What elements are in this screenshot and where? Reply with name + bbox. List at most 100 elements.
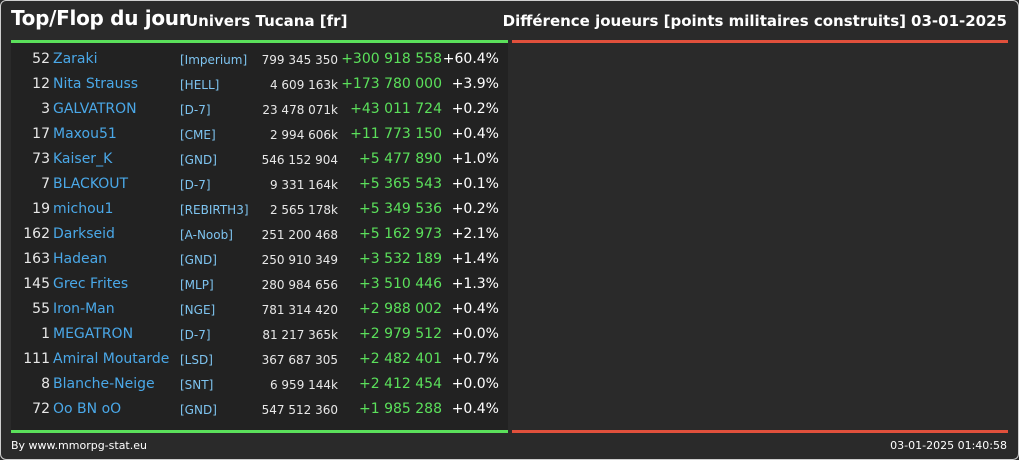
player-points: 250 910 349 xyxy=(261,253,338,267)
player-row: 55 Iron-Man [NGE] 781 314 420 +2 988 002 +0.4… xyxy=(11,298,508,323)
percent-change: +0.2% xyxy=(451,201,499,217)
points-difference: +43 011 724 xyxy=(350,101,442,117)
generated-timestamp: 03-01-2025 01:40:58 xyxy=(890,439,1007,452)
percent-change: +0.0% xyxy=(451,376,499,392)
player-rank: 1 xyxy=(41,326,50,342)
player-name-link[interactable]: Oo BN oO xyxy=(53,401,122,417)
alliance-tag[interactable]: [GND] xyxy=(180,403,217,417)
player-rank: 73 xyxy=(32,151,50,167)
ranking-subtitle: Différence joueurs [points militaires co… xyxy=(502,12,906,30)
points-difference: +300 918 558 xyxy=(341,51,442,67)
header-date: 03-01-2025 xyxy=(911,12,1007,30)
player-row: 19 michou1 [REBIRTH3] 2 565 178k +5 349 536 +… xyxy=(11,198,508,223)
player-name-link[interactable]: BLACKOUT xyxy=(53,176,129,192)
alliance-tag[interactable]: [D-7] xyxy=(180,328,211,342)
points-difference: +11 773 150 xyxy=(350,126,442,142)
percent-change: +60.4% xyxy=(442,51,499,67)
alliance-tag[interactable]: [D-7] xyxy=(180,103,211,117)
player-points: 2 565 178k xyxy=(269,203,338,217)
top-players-list: 52 Zaraki [Imperium] 799 345 350 +300 918 55… xyxy=(11,48,508,423)
alliance-tag[interactable]: [HELL] xyxy=(180,78,220,92)
alliance-tag[interactable]: [GND] xyxy=(180,253,217,267)
player-rank: 52 xyxy=(32,51,50,67)
player-name-link[interactable]: Iron-Man xyxy=(53,301,115,317)
percent-change: +0.2% xyxy=(451,101,499,117)
universe-label: Univers Tucana [fr] xyxy=(186,12,348,30)
player-name-link[interactable]: Maxou51 xyxy=(53,126,117,142)
top-bar-lower xyxy=(11,430,508,433)
top-panel xyxy=(11,40,508,432)
player-points: 81 217 365k xyxy=(262,328,338,342)
player-name-link[interactable]: Grec Frites xyxy=(53,276,129,292)
percent-change: +0.0% xyxy=(451,326,499,342)
player-rank: 7 xyxy=(41,176,50,192)
points-difference: +3 510 446 xyxy=(359,276,442,292)
player-points: 251 200 468 xyxy=(261,228,338,242)
percent-change: +0.4% xyxy=(451,126,499,142)
alliance-tag[interactable]: [SNT] xyxy=(180,378,214,392)
top-bar-upper xyxy=(11,40,508,43)
player-row: 111 Amiral Moutarde [LSD] 367 687 305 +2 482… xyxy=(11,348,508,373)
player-rank: 17 xyxy=(32,126,50,142)
alliance-tag[interactable]: [NGE] xyxy=(180,303,216,317)
player-points: 9 331 164k xyxy=(269,178,338,192)
points-difference: +173 780 000 xyxy=(341,76,442,92)
points-difference: +1 985 288 xyxy=(359,401,442,417)
player-rank: 3 xyxy=(41,101,50,117)
percent-change: +2.1% xyxy=(451,226,499,242)
percent-change: +1.0% xyxy=(451,151,499,167)
player-points: 4 609 163k xyxy=(269,78,338,92)
player-rank: 19 xyxy=(32,201,50,217)
flop-bar-upper xyxy=(512,40,1008,43)
player-name-link[interactable]: Kaiser_K xyxy=(53,151,113,167)
header: Top/Flop du jour Univers Tucana [fr] Dif… xyxy=(0,0,1019,40)
alliance-tag[interactable]: [Imperium] xyxy=(180,53,248,67)
alliance-tag[interactable]: [LSD] xyxy=(180,353,213,367)
player-row: 162 Darkseid [A-Noob] 251 200 468 +5 162 973… xyxy=(11,223,508,248)
player-points: 280 984 656 xyxy=(261,278,338,292)
points-difference: +5 162 973 xyxy=(359,226,442,242)
points-difference: +2 988 002 xyxy=(359,301,442,317)
alliance-tag[interactable]: [REBIRTH3] xyxy=(180,203,249,217)
player-name-link[interactable]: MEGATRON xyxy=(53,326,134,342)
player-points: 6 959 144k xyxy=(269,378,338,392)
player-rank: 12 xyxy=(32,76,50,92)
percent-change: +1.3% xyxy=(451,276,499,292)
player-row: 163 Hadean [GND] 250 910 349 +3 532 189 +1.4% xyxy=(11,248,508,273)
alliance-tag[interactable]: [A-Noob] xyxy=(180,228,233,242)
player-row: 12 Nita Strauss [HELL] 4 609 163k +173 780 0… xyxy=(11,73,508,98)
player-name-link[interactable]: Zaraki xyxy=(53,51,98,67)
player-points: 799 345 350 xyxy=(261,53,338,67)
player-name-link[interactable]: Blanche-Neige xyxy=(53,376,155,392)
points-difference: +5 349 536 xyxy=(359,201,442,217)
player-name-link[interactable]: GALVATRON xyxy=(53,101,137,117)
player-name-link[interactable]: Nita Strauss xyxy=(53,76,139,92)
points-difference: +5 365 543 xyxy=(359,176,442,192)
player-row: 17 Maxou51 [CME] 2 994 606k +11 773 150 +0.4% xyxy=(11,123,508,148)
page-title: Top/Flop du jour xyxy=(11,6,189,30)
player-row: 72 Oo BN oO [GND] 547 512 360 +1 985 288 +0.4… xyxy=(11,398,508,423)
player-name-link[interactable]: Hadean xyxy=(53,251,108,267)
player-name-link[interactable]: Amiral Moutarde xyxy=(53,351,170,367)
percent-change: +3.9% xyxy=(451,76,499,92)
player-row: 1 MEGATRON [D-7] 81 217 365k +2 979 512 +0.0% xyxy=(11,323,508,348)
player-name-link[interactable]: michou1 xyxy=(53,201,114,217)
player-points: 367 687 305 xyxy=(261,353,338,367)
player-points: 23 478 071k xyxy=(262,103,338,117)
points-difference: +2 979 512 xyxy=(359,326,442,342)
alliance-tag[interactable]: [D-7] xyxy=(180,178,211,192)
player-rank: 8 xyxy=(41,376,50,392)
alliance-tag[interactable]: [CME] xyxy=(180,128,216,142)
player-row: 3 GALVATRON [D-7] 23 478 071k +43 011 724 +0.… xyxy=(11,98,508,123)
percent-change: +0.4% xyxy=(451,401,499,417)
player-rank: 163 xyxy=(23,251,50,267)
player-points: 547 512 360 xyxy=(261,403,338,417)
player-rank: 162 xyxy=(23,226,50,242)
percent-change: +0.1% xyxy=(451,176,499,192)
site-credit[interactable]: By www.mmorpg-stat.eu xyxy=(11,439,147,452)
points-difference: +2 482 401 xyxy=(359,351,442,367)
player-name-link[interactable]: Darkseid xyxy=(53,226,115,242)
player-row: 7 BLACKOUT [D-7] 9 331 164k +5 365 543 +0.1% xyxy=(11,173,508,198)
alliance-tag[interactable]: [MLP] xyxy=(180,278,214,292)
alliance-tag[interactable]: [GND] xyxy=(180,153,217,167)
